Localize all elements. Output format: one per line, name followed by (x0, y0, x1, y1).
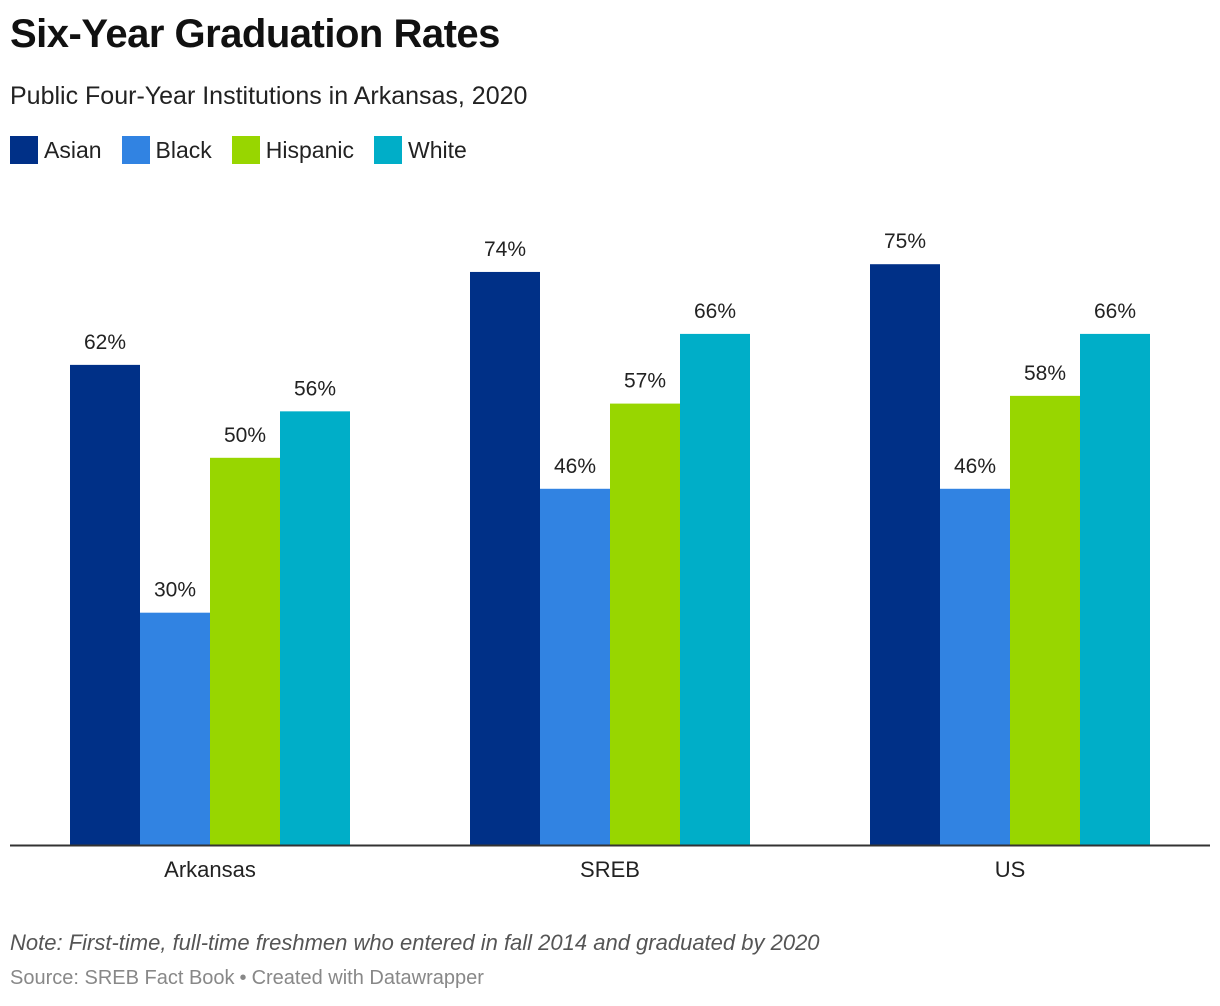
legend-label-hispanic: Hispanic (265, 136, 355, 163)
legend-item-white: White (374, 136, 467, 164)
legend-swatch-white (374, 136, 403, 164)
bar-arkansas-hispanic (210, 457, 280, 845)
chart-note: Note: First-time, full-time freshmen who… (10, 930, 820, 955)
bar-chart: 62% 30% 50% 56% Arkansas 74% 46% 57% 66% SREB 75% 4… (10, 230, 1210, 882)
bar-us-black (940, 488, 1010, 845)
data-label-sreb-hispanic: 57% (624, 370, 666, 393)
x-tick-label-sreb: SREB (580, 857, 640, 882)
bar-arkansas-asian (70, 364, 140, 845)
legend-swatch-black (121, 136, 150, 164)
bar-arkansas-black (140, 612, 210, 845)
data-label-arkansas-hispanic: 50% (224, 424, 266, 447)
bar-us-hispanic (1010, 395, 1080, 845)
chart-subtitle: Public Four-Year Institutions in Arkansa… (10, 82, 528, 110)
legend-label-white: White (408, 136, 467, 163)
data-label-arkansas-asian: 62% (84, 331, 126, 354)
source-text: Source: SREB Fact Book (10, 967, 235, 989)
x-tick-label-us: US (995, 857, 1026, 882)
legend-label-black: Black (155, 136, 212, 163)
bar-sreb-hispanic (610, 403, 680, 845)
data-label-arkansas-black: 30% (154, 579, 196, 602)
bar-sreb-black (540, 488, 610, 845)
legend-item-hispanic: Hispanic (231, 136, 355, 164)
legend-swatch-asian (10, 136, 38, 164)
bar-us-white (1080, 333, 1150, 845)
data-label-us-white: 66% (1094, 300, 1136, 323)
data-label-sreb-black: 46% (554, 455, 596, 478)
bar-sreb-asian (470, 271, 540, 845)
source-separator: • (239, 967, 247, 989)
data-label-us-hispanic: 58% (1024, 362, 1066, 385)
data-label-us-asian: 75% (884, 230, 926, 253)
credit-text: Created with Datawrapper (251, 967, 484, 989)
legend-item-asian: Asian (10, 136, 102, 164)
bar-sreb-white (680, 333, 750, 845)
data-label-sreb-asian: 74% (484, 238, 526, 261)
legend: Asian Black Hispanic White (10, 136, 487, 164)
data-label-us-black: 46% (954, 455, 996, 478)
legend-swatch-hispanic (231, 136, 260, 164)
legend-item-black: Black (121, 136, 212, 164)
data-label-arkansas-white: 56% (294, 377, 336, 400)
data-label-sreb-white: 66% (694, 300, 736, 323)
bar-arkansas-white (280, 411, 350, 845)
legend-label-asian: Asian (44, 136, 102, 163)
chart-source: Source: SREB Fact Book • Created with Data… (10, 967, 484, 990)
chart-title: Six-Year Graduation Rates (10, 12, 500, 56)
bar-us-asian (870, 264, 940, 846)
x-tick-label-arkansas: Arkansas (164, 857, 256, 882)
